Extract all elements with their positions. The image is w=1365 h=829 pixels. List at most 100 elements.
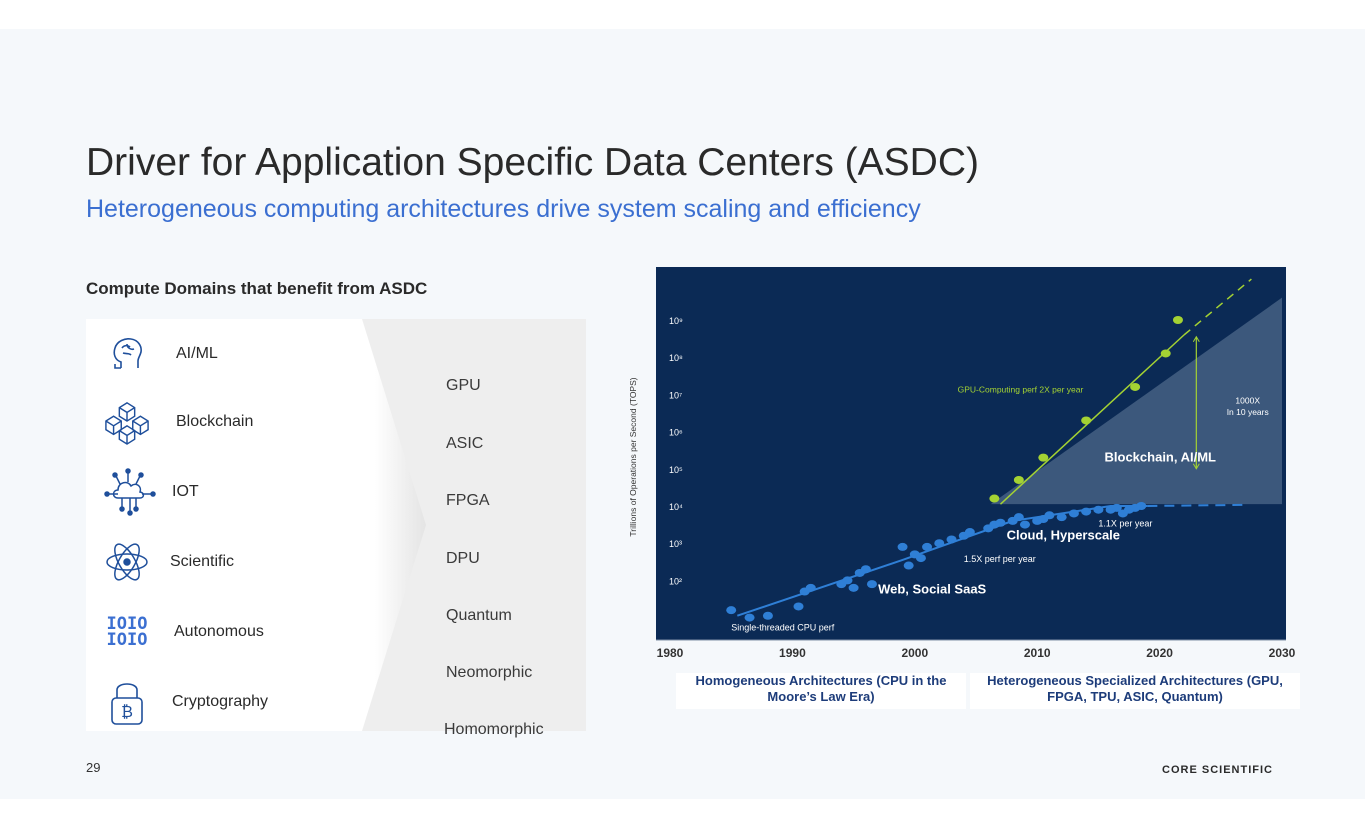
- domain-row-blockchain: Blockchain: [86, 395, 253, 449]
- cpu-data-point: [1136, 502, 1147, 510]
- annotation-gain-line1: 1000X: [1235, 396, 1260, 406]
- y-tick-label: 10⁵: [669, 465, 683, 475]
- cpu-data-point: [1019, 520, 1030, 529]
- domain-label-aiml: AI/ML: [176, 345, 218, 362]
- cpu-data-point: [1056, 513, 1067, 522]
- cpu-data-point: [897, 542, 908, 551]
- y-tick-label: 10⁶: [669, 428, 683, 438]
- y-axis-label: Trillions of Operations per Second (TOPS…: [628, 377, 638, 536]
- domain-row-autonomous: IOIO IOIO Autonomous: [86, 605, 264, 659]
- performance-chart-svg: 10² 10³ 10⁴ 10⁵ 10⁶ 10⁷ 10⁸ 10⁹ Trillions of Ope…: [628, 267, 1296, 660]
- cpu-data-point: [1111, 503, 1122, 512]
- domain-label-cryptography: Cryptography: [172, 693, 269, 710]
- cpu-data-point: [805, 583, 816, 592]
- cpu-data-point: [744, 613, 755, 622]
- cpu-data-point: [866, 580, 877, 589]
- tech-asic: ASIC: [446, 435, 484, 452]
- annotation-cpu-trend: Single-threaded CPU perf: [731, 623, 835, 633]
- page-number: 29: [86, 760, 101, 775]
- cpu-data-point: [1093, 505, 1104, 514]
- slide-title: Driver for Application Specific Data Cen…: [86, 141, 979, 184]
- domain-label-autonomous: Autonomous: [174, 623, 264, 640]
- cloud-network-icon: [100, 468, 156, 516]
- tech-quantum: Quantum: [446, 607, 512, 624]
- cpu-data-point: [1044, 511, 1055, 520]
- tech-neomorphic: Neomorphic: [446, 664, 533, 681]
- annotation-cloud-label: Cloud, Hyperscale: [1007, 527, 1120, 542]
- domain-row-cryptography: ₿ Cryptography: [86, 675, 268, 729]
- cpu-data-point: [1013, 513, 1024, 522]
- cpu-data-point: [726, 606, 737, 615]
- cpu-data-point: [934, 539, 945, 548]
- gain-arrow-head-top: [1192, 335, 1200, 342]
- era-homogeneous: Homogeneous Architectures (CPU in the Mo…: [676, 673, 966, 709]
- cpu-data-point: [995, 518, 1006, 527]
- chevron-shape: [86, 319, 426, 731]
- y-tick-label: 10⁸: [669, 353, 683, 363]
- bitcoin-lock-icon: ₿: [104, 679, 150, 725]
- domain-label-iot: IOT: [172, 483, 199, 500]
- y-tick-label: 10⁴: [669, 502, 683, 512]
- cpu-data-point: [793, 602, 804, 611]
- section-label: Compute Domains that benefit from ASDC: [86, 279, 428, 298]
- cpu-data-point: [903, 561, 914, 570]
- annotation-gain-line2: In 10 years: [1227, 407, 1269, 417]
- atom-icon: [104, 539, 150, 585]
- cpu-data-point: [946, 535, 957, 544]
- x-tick-label: 2030: [1269, 646, 1296, 660]
- slide-subtitle: Heterogeneous computing architectures dr…: [86, 195, 921, 223]
- domain-label-blockchain: Blockchain: [176, 413, 254, 430]
- y-tick-label: 10³: [669, 539, 682, 549]
- gpu-trend-extension: [1183, 278, 1252, 336]
- domain-label-scientific: Scientific: [170, 553, 235, 570]
- gpu-data-point: [1013, 475, 1024, 484]
- annotation-blockchain-label: Blockchain, AI/ML: [1105, 449, 1217, 464]
- gpu-data-point: [1038, 453, 1049, 462]
- brain-icon: [104, 331, 150, 377]
- gain-arrow-head-bottom: [1192, 463, 1200, 470]
- binary-line-2: IOIO: [106, 630, 148, 650]
- cpu-data-point: [915, 554, 926, 563]
- cpu-data-point: [860, 565, 871, 574]
- domain-row-iot: IOT: [86, 465, 199, 519]
- performance-chart: 10² 10³ 10⁴ 10⁵ 10⁶ 10⁷ 10⁸ 10⁹ Trillions of Ope…: [626, 267, 1306, 717]
- cpu-data-point: [842, 576, 853, 585]
- era-heterogeneous: Heterogeneous Specialized Architectures …: [970, 673, 1300, 709]
- gpu-data-point: [1130, 382, 1141, 391]
- x-tick-label: 2000: [901, 646, 928, 660]
- y-tick-label: 10⁹: [669, 316, 683, 326]
- domains-panel: AI/ML Blockchain: [86, 319, 586, 738]
- tech-fpga: FPGA: [446, 492, 490, 509]
- cpu-data-point: [1081, 507, 1092, 516]
- binary-line-1: IOIO: [106, 614, 148, 634]
- y-tick-label: 10²: [669, 576, 682, 586]
- brand-logo: CORE SCIENTIFIC: [1162, 764, 1273, 776]
- x-tick-label: 1990: [779, 646, 806, 660]
- cpu-data-point: [1068, 509, 1079, 518]
- x-tick-label: 2020: [1146, 646, 1173, 660]
- annotation-web-rate: 1.5X perf per year: [964, 554, 1036, 564]
- gpu-trend-line: [999, 334, 1185, 505]
- tech-gpu: GPU: [446, 377, 481, 394]
- annotation-gpu-rate: GPU-Computing perf 2X per year: [958, 385, 1084, 395]
- gpu-data-point: [1081, 416, 1092, 425]
- annotation-cloud-rate: 1.1X per year: [1098, 518, 1152, 528]
- cpu-data-point: [964, 528, 975, 537]
- tech-dpu: DPU: [446, 550, 480, 567]
- cpu-data-point: [848, 583, 859, 592]
- gpu-data-point: [1160, 349, 1171, 358]
- slide: Driver for Application Specific Data Cen…: [0, 29, 1365, 799]
- cpu-data-point: [762, 611, 773, 620]
- gpu-data-point: [989, 494, 1000, 503]
- y-tick-label: 10⁷: [669, 390, 682, 400]
- domain-row-aiml: AI/ML: [86, 327, 218, 381]
- x-tick-label: 2010: [1024, 646, 1051, 660]
- domain-row-scientific: Scientific: [86, 535, 234, 589]
- gpu-data-point: [1172, 316, 1183, 324]
- cubes-icon: [104, 399, 150, 445]
- tech-homomorphic: Homomorphic: [444, 721, 544, 738]
- x-tick-label: 1980: [657, 646, 684, 660]
- annotation-web-label: Web, Social SaaS: [878, 581, 986, 596]
- cpu-data-point: [922, 542, 933, 551]
- svg-text:₿: ₿: [121, 702, 133, 721]
